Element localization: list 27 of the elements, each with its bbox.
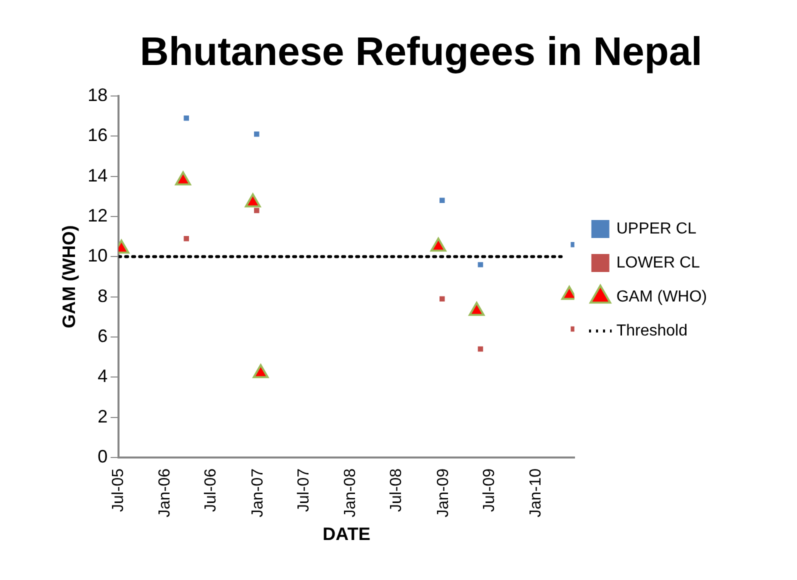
x-axis-title: DATE [322, 524, 370, 544]
y-tick-label: 6 [98, 326, 108, 346]
x-tick-label: Jan-10 [527, 468, 544, 518]
y-tick-label: 10 [88, 246, 108, 266]
x-tick-label: Jul-08 [388, 468, 406, 512]
y-tick-label: 2 [98, 406, 108, 426]
y-tick-label: 0 [98, 446, 108, 466]
y-tick-label: 8 [98, 286, 108, 306]
x-tick-label: Jul-09 [480, 468, 498, 512]
chart-title: Bhutanese Refugees in Nepal [140, 30, 702, 74]
legend-label: UPPER CL [616, 220, 696, 238]
y-tick-label: 4 [98, 366, 108, 386]
legend-label: Threshold [616, 322, 688, 340]
legend-label: LOWER CL [616, 254, 700, 272]
x-tick-label: Jan-07 [249, 468, 266, 518]
y-axis-title: GAM (WHO) [58, 225, 79, 328]
legend-label: GAM (WHO) [616, 288, 708, 306]
x-tick-label: Jan-06 [156, 468, 174, 518]
y-tick-label: 12 [88, 205, 108, 226]
x-tick-label: Jul-07 [295, 468, 312, 512]
y-tick-label: 14 [88, 165, 108, 186]
x-tick-label: Jul-06 [202, 468, 220, 512]
x-tick-label: Jan-08 [342, 468, 359, 518]
x-tick-label: Jul-05 [110, 468, 128, 512]
y-tick-label: 18 [88, 84, 108, 105]
x-tick-label: Jan-09 [434, 468, 452, 518]
y-tick-label: 16 [88, 125, 108, 146]
